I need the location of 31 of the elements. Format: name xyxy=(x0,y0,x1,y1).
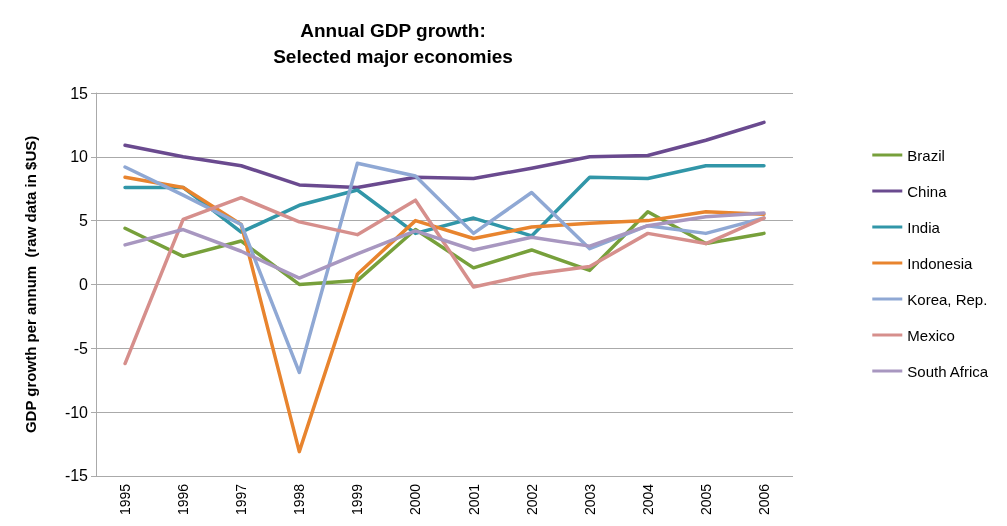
x-tick-label: 2006 xyxy=(755,483,772,516)
x-tick-label: 1998 xyxy=(291,483,308,516)
x-tick-label: 2000 xyxy=(407,483,424,516)
y-tick-label: 0 xyxy=(79,275,89,293)
x-tick-label: 2001 xyxy=(465,483,482,516)
legend-label: Korea, Rep. xyxy=(907,290,988,308)
y-tick-label: -5 xyxy=(73,339,89,357)
legend-label: Brazil xyxy=(907,146,945,164)
y-tick-label: 10 xyxy=(70,148,89,166)
chart-title: Annual GDP growth: Selected major economies xyxy=(273,19,513,67)
line-series xyxy=(123,120,766,190)
legend-label: Mexico xyxy=(907,326,955,344)
legend-label: India xyxy=(907,218,941,236)
legend-label: South Africa xyxy=(907,362,989,380)
y-tick-label: 5 xyxy=(79,212,89,230)
y-axis-title: GDP growth per annum (raw data in $US) xyxy=(22,135,39,434)
legend-label: Indonesia xyxy=(907,254,973,272)
line-series xyxy=(123,195,766,366)
x-tick-label: 1996 xyxy=(175,483,192,516)
x-tick-label: 2003 xyxy=(581,483,598,516)
line-series xyxy=(123,175,766,454)
x-tick-label: 2002 xyxy=(523,483,540,516)
legend-label: China xyxy=(907,182,948,200)
y-tick-label: 15 xyxy=(70,84,89,102)
x-tick-label: 1999 xyxy=(349,483,366,516)
x-tick-label: 1997 xyxy=(233,483,250,516)
y-tick-label: -10 xyxy=(64,403,89,421)
x-tick-label: 2004 xyxy=(639,483,656,516)
x-tick-label: 1995 xyxy=(117,483,134,516)
y-tick-label: -15 xyxy=(64,467,89,485)
x-tick-label: 2005 xyxy=(697,483,714,516)
